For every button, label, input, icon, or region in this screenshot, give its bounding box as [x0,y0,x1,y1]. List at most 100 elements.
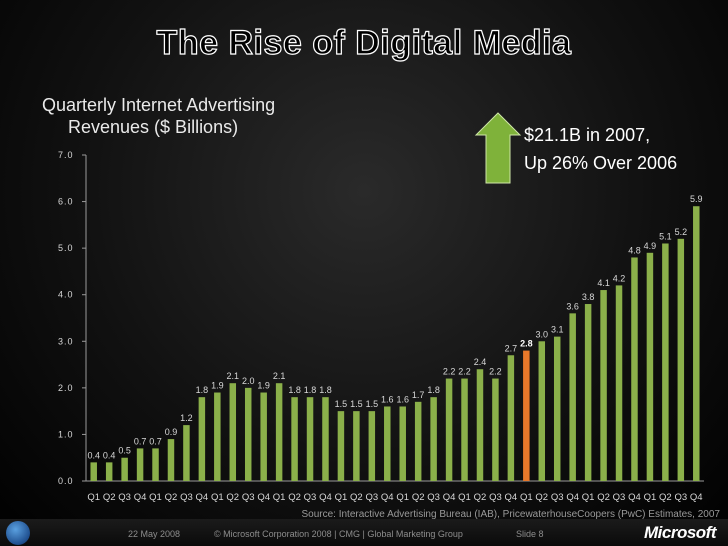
bar [214,392,221,481]
callout-line2: Up 26% Over 2006 [524,153,678,173]
bar [90,462,97,481]
bar [615,285,623,481]
data-label: 5.9 [690,194,703,204]
data-label: 1.9 [257,381,270,391]
x-tick-label: Q3 [427,492,440,503]
bar [121,457,128,481]
data-label: 0.4 [87,450,100,460]
data-label: 3.1 [551,325,564,335]
data-label: 0.4 [103,450,116,460]
x-tick-label: Q4 [566,492,579,503]
x-tick-label: Q4 [443,492,456,503]
x-tick-label: Q1 [335,492,348,503]
data-label: 1.7 [412,390,425,400]
bar [368,411,376,481]
y-tick-label: 1.0 [58,429,74,439]
bar [646,252,654,481]
bar [337,411,345,481]
data-label: 1.2 [180,413,193,423]
up-arrow-icon [474,112,522,184]
bar [445,378,453,481]
x-tick-label: Q1 [87,492,100,503]
x-tick-label: Q1 [582,492,595,503]
x-tick-label: Q2 [288,492,301,503]
data-label: 5.2 [675,227,688,237]
x-tick-label: Q3 [180,492,193,503]
x-tick-label: Q2 [535,492,548,503]
y-tick-label: 5.0 [58,243,74,253]
x-tick-label: Q1 [520,492,533,503]
bar [306,397,314,481]
up-arrow-shape [474,112,522,184]
data-label: 4.9 [644,241,657,251]
data-label: 4.8 [628,245,641,255]
bar [198,397,206,481]
x-tick-label: Q4 [196,492,209,503]
data-label: 2.8 [520,339,533,349]
bar [461,378,468,481]
data-label: 0.7 [134,436,147,446]
bar [492,378,499,481]
x-tick-label: Q3 [365,492,378,503]
data-label: 1.5 [335,399,348,409]
windows-logo-icon [6,521,30,545]
bar [260,392,267,481]
x-tick-label: Q2 [226,492,239,503]
x-tick-label: Q1 [273,492,286,503]
bar [322,397,329,481]
data-label: 4.2 [613,273,626,283]
footer-slide-number: Slide 8 [516,529,544,539]
chart-title-line2: Revenues ($ Billions) [68,117,239,137]
chart-title: Quarterly Internet Advertising Revenues … [42,94,275,138]
data-label: 0.5 [118,446,131,456]
bar [600,290,607,481]
bar [507,355,515,481]
bar [244,387,252,481]
y-tick-label: 6.0 [58,197,74,207]
y-tick-label: 7.0 [58,150,74,160]
bar [430,397,437,481]
bar [105,462,113,481]
x-tick-label: Q3 [242,492,255,503]
data-label: 2.2 [443,367,456,377]
x-tick-label: Q3 [551,492,564,503]
data-label: 5.1 [659,231,672,241]
x-tick-label: Q2 [474,492,487,503]
x-tick-label: Q2 [165,492,178,503]
x-tick-label: Q3 [674,492,687,503]
x-tick-label: Q1 [458,492,471,503]
data-label: 1.8 [288,385,301,395]
callout: $21.1B in 2007, Up 26% Over 2006 [524,121,677,177]
data-label: 1.8 [304,385,317,395]
x-tick-label: Q2 [659,492,672,503]
bar [584,304,592,481]
data-label: 1.5 [366,399,379,409]
bar [136,448,144,481]
x-tick-label: Q3 [613,492,626,503]
x-tick-label: Q4 [690,492,703,503]
x-tick-label: Q1 [211,492,224,503]
data-label: 2.0 [242,376,255,386]
bar [523,350,530,481]
y-tick-label: 0.0 [58,476,74,486]
x-tick-label: Q4 [257,492,270,503]
x-tick-label: Q1 [644,492,657,503]
y-tick-label: 4.0 [58,290,74,300]
bar [693,206,700,481]
bar [384,406,391,481]
bar [631,257,638,481]
data-label: 1.8 [196,385,209,395]
bar [229,383,237,481]
data-label: 1.6 [381,394,394,404]
bar [476,369,484,481]
data-label: 2.7 [505,343,518,353]
data-label: 3.8 [582,292,595,302]
data-label: 2.1 [273,371,286,381]
data-label: 1.9 [211,381,224,391]
data-label: 3.0 [536,329,549,339]
data-label: 0.9 [165,427,178,437]
slide-title: The Rise of Digital Media [156,23,572,62]
x-tick-label: Q1 [149,492,162,503]
bar [291,397,298,481]
